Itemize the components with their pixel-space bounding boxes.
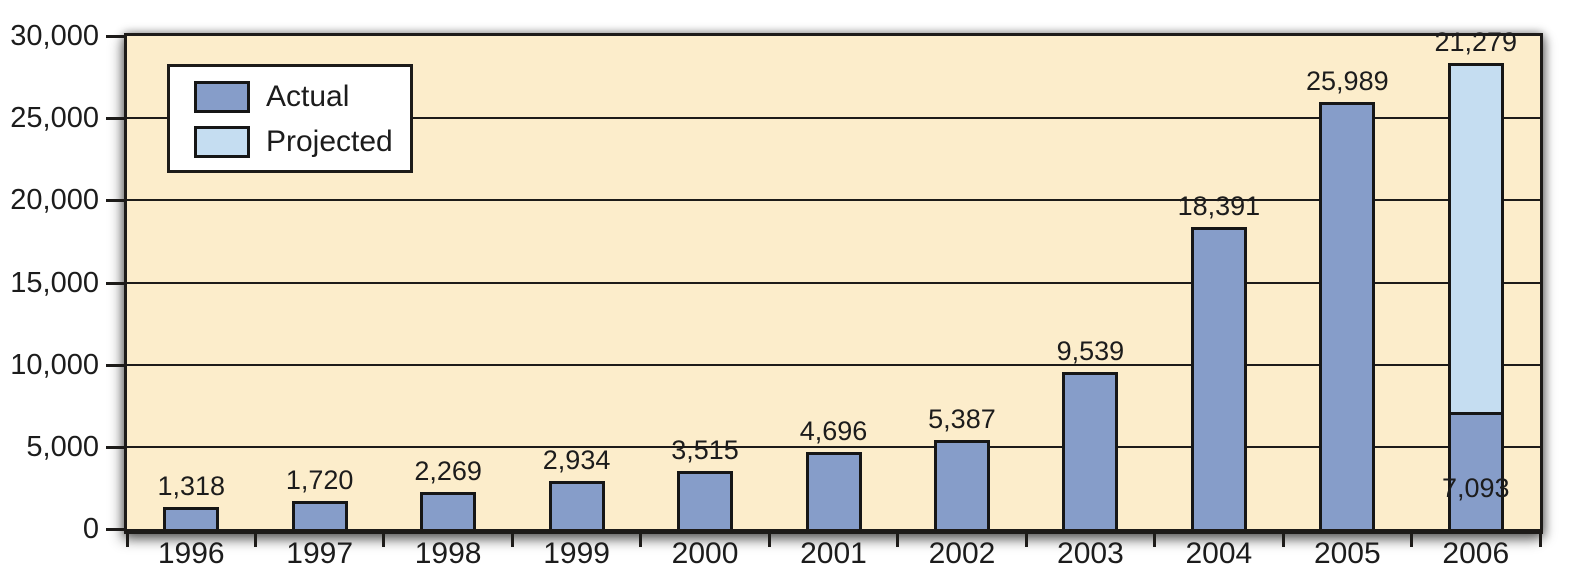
x-axis-label-1997: 1997 bbox=[286, 537, 354, 570]
bar-value-label-2001: 4,696 bbox=[799, 415, 868, 446]
y-axis-label-5000: 5,000 bbox=[26, 430, 99, 463]
x-axis-label-2003: 2003 bbox=[1057, 537, 1124, 570]
bar-projected-2006 bbox=[1447, 62, 1504, 413]
bar-actual-2000 bbox=[677, 471, 734, 529]
bar-actual-2001 bbox=[805, 451, 862, 529]
x-axis-tick-4 bbox=[639, 534, 643, 547]
x-axis-tick-11 bbox=[1538, 534, 1542, 547]
legend-swatch-actual-icon bbox=[194, 81, 250, 113]
bar-actual-2006 bbox=[1447, 412, 1504, 529]
x-axis-tick-5 bbox=[767, 534, 771, 547]
x-axis-label-2000: 2000 bbox=[671, 537, 739, 570]
bar-value-label-1997: 1,720 bbox=[285, 464, 354, 495]
x-axis-label-1996: 1996 bbox=[157, 537, 225, 570]
plot-area: Actual Projected 0 5,000 10,000 15,000 20,00… bbox=[10, 21, 1543, 570]
x-axis-tick-0 bbox=[125, 534, 129, 547]
gridline-10000 bbox=[127, 363, 1540, 366]
y-axis-tick-0 bbox=[106, 528, 125, 531]
x-axis-tick-1 bbox=[253, 534, 257, 547]
y-axis-label-25000: 25,000 bbox=[10, 102, 99, 135]
x-axis-tick-6 bbox=[896, 534, 900, 547]
bar-actual-2005 bbox=[1319, 101, 1376, 529]
bar-value-label-1998: 2,269 bbox=[414, 455, 482, 486]
bar-value-label-2000: 3,515 bbox=[671, 435, 739, 466]
x-axis-tick-7 bbox=[1024, 534, 1028, 547]
bar-actual-2002 bbox=[933, 440, 990, 529]
y-axis-label-30000: 30,000 bbox=[10, 20, 99, 52]
bar-actual-2004 bbox=[1190, 226, 1247, 529]
x-axis-label-2006: 2006 bbox=[1442, 537, 1510, 570]
bar-actual-2003 bbox=[1062, 372, 1119, 529]
legend-label-actual: Actual bbox=[266, 80, 350, 113]
y-axis-label-20000: 20,000 bbox=[10, 184, 99, 217]
bar-actual-1998 bbox=[420, 491, 477, 529]
x-axis-label-2001: 2001 bbox=[800, 537, 867, 570]
bar-actual-1999 bbox=[548, 480, 605, 529]
legend-swatch-projected-icon bbox=[194, 126, 250, 158]
legend-item-projected: Projected bbox=[194, 126, 410, 158]
y-axis-tick-15000 bbox=[106, 281, 125, 285]
y-axis-tick-20000 bbox=[106, 199, 125, 203]
x-axis-label-2002: 2002 bbox=[928, 537, 996, 570]
legend-label-projected: Projected bbox=[266, 125, 393, 158]
x-axis-label-1998: 1998 bbox=[414, 537, 482, 570]
x-axis-tick-10 bbox=[1410, 534, 1414, 547]
gridline-25000 bbox=[127, 117, 1540, 120]
y-axis-tick-5000 bbox=[106, 445, 125, 449]
y-axis-label-0: 0 bbox=[82, 513, 99, 545]
x-axis-tick-9 bbox=[1281, 534, 1285, 547]
y-axis-label-10000: 10,000 bbox=[10, 348, 99, 381]
gridline-15000 bbox=[127, 281, 1540, 284]
x-axis-tick-8 bbox=[1153, 534, 1157, 547]
legend: Actual Projected bbox=[167, 64, 413, 173]
x-axis-label-2004: 2004 bbox=[1185, 537, 1253, 570]
y-axis-label-15000: 15,000 bbox=[10, 266, 99, 299]
y-axis-tick-30000 bbox=[106, 35, 125, 38]
y-axis-tick-25000 bbox=[106, 117, 125, 121]
legend-item-actual: Actual bbox=[194, 81, 410, 113]
gridline-5000 bbox=[127, 445, 1540, 448]
y-axis-tick-10000 bbox=[106, 363, 125, 367]
bar-actual-1996 bbox=[163, 507, 220, 529]
bar-value-inside-2006: 7,093 bbox=[1441, 473, 1510, 503]
bar-value-label-2006: 21,279 bbox=[1434, 26, 1518, 57]
x-axis-tick-3 bbox=[510, 534, 514, 547]
x-axis-label-2005: 2005 bbox=[1313, 537, 1381, 570]
x-axis-tick-2 bbox=[382, 534, 386, 547]
bar-value-label-2005: 25,989 bbox=[1306, 65, 1389, 96]
bar-value-label-2003: 9,539 bbox=[1056, 336, 1125, 367]
bar-value-label-2004: 18,391 bbox=[1177, 190, 1261, 221]
x-axis-label-1999: 1999 bbox=[543, 537, 610, 570]
bar-value-label-1996: 1,318 bbox=[157, 471, 226, 502]
bar-value-label-2002: 5,387 bbox=[928, 404, 996, 435]
bar-value-label-1999: 2,934 bbox=[542, 444, 611, 475]
gridline-20000 bbox=[127, 199, 1540, 202]
bar-actual-1997 bbox=[291, 500, 348, 529]
